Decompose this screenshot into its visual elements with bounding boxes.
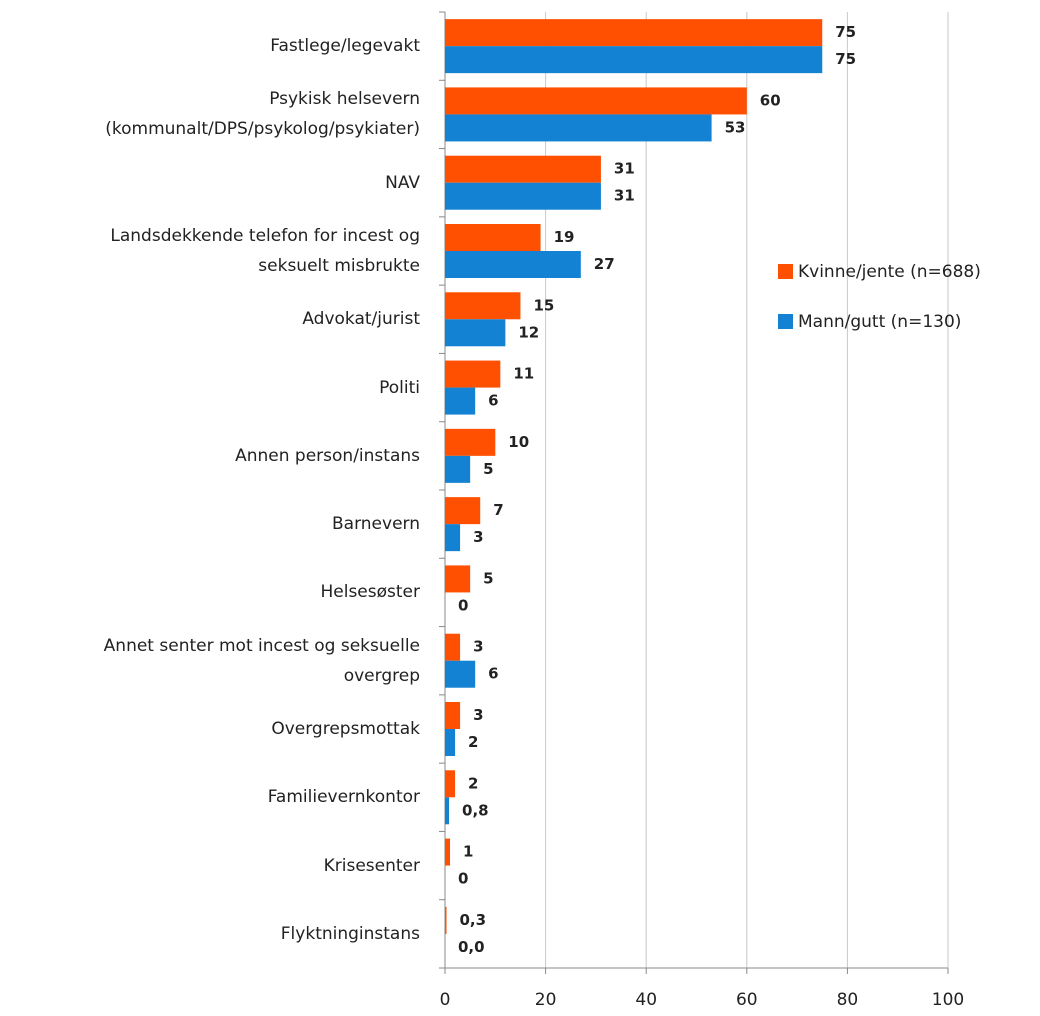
bar — [445, 292, 521, 320]
value-label: 0,0 — [458, 938, 485, 956]
value-label: 5 — [483, 460, 493, 478]
category-label: Advokat/jurist — [302, 309, 420, 330]
category-label: Landsdekkende telefon for incest og seks… — [110, 226, 420, 276]
bar — [445, 114, 712, 142]
value-label: 0,3 — [460, 911, 487, 929]
legend-label: Kvinne/jente (n=688) — [798, 262, 981, 282]
legend-swatch — [778, 264, 793, 279]
x-tick-label: 80 — [837, 990, 859, 1010]
bar — [445, 251, 581, 278]
value-label: 2 — [468, 774, 478, 792]
value-label: 11 — [513, 365, 534, 383]
x-tick-label: 20 — [535, 990, 557, 1010]
value-label: 6 — [488, 392, 498, 410]
value-label: 1 — [463, 843, 473, 861]
value-label: 27 — [594, 255, 615, 273]
bar — [445, 182, 601, 210]
value-label: 3 — [473, 706, 483, 724]
category-label: Helsesøster — [320, 582, 420, 603]
value-label: 0 — [458, 870, 468, 888]
value-label: 0 — [458, 596, 468, 614]
value-label: 3 — [473, 528, 483, 546]
bar — [445, 702, 461, 729]
value-label: 31 — [614, 187, 635, 205]
legend-swatch — [778, 314, 793, 329]
value-label: 60 — [760, 91, 781, 109]
category-label: NAV — [385, 172, 420, 193]
value-label: 3 — [473, 638, 483, 656]
bar — [445, 797, 450, 825]
category-label: Overgrepsmottak — [271, 719, 420, 739]
bar — [445, 497, 481, 525]
category-label: Flyktninginstans — [280, 923, 420, 944]
bar — [445, 770, 456, 798]
bar — [445, 633, 461, 661]
bar — [445, 660, 476, 688]
x-tick-label: 40 — [635, 990, 657, 1010]
legend-label: Mann/gutt (n=130) — [798, 312, 961, 332]
category-label: Annet senter mot incest og seksuelle ove… — [103, 635, 420, 686]
bar — [445, 387, 476, 415]
bar — [445, 19, 823, 47]
bar — [445, 224, 541, 251]
value-label: 6 — [488, 665, 498, 683]
category-label: Fastlege/legevakt — [270, 36, 420, 57]
category-label: Barnevern — [332, 514, 420, 535]
bar — [445, 838, 451, 866]
bar — [445, 87, 747, 115]
value-label: 75 — [835, 23, 856, 41]
category-label: Politi — [379, 377, 420, 398]
category-label: Krisesenter — [323, 855, 420, 876]
value-label: 5 — [483, 569, 493, 587]
bar — [445, 729, 456, 756]
bar — [445, 46, 823, 74]
value-label: 7 — [493, 501, 503, 519]
value-label: 53 — [725, 118, 746, 136]
value-label: 2 — [468, 733, 478, 751]
value-label: 75 — [835, 50, 856, 68]
category-label: Familievernkontor — [267, 787, 420, 808]
value-label: 10 — [508, 433, 529, 451]
bar — [445, 428, 496, 456]
bar — [445, 524, 461, 552]
bar — [445, 155, 601, 183]
category-label: Annen person/instans — [235, 445, 420, 466]
value-label: 12 — [518, 323, 539, 341]
bar — [445, 319, 506, 347]
value-label: 19 — [554, 228, 575, 246]
value-label: 0,8 — [462, 801, 489, 819]
bar — [445, 360, 501, 388]
x-tick-label: 100 — [932, 990, 964, 1010]
value-label: 15 — [533, 296, 554, 314]
bar — [445, 455, 471, 483]
value-label: 31 — [614, 160, 635, 178]
bar — [445, 565, 471, 593]
category-label: Psykisk helsevern (kommunalt/DPS/psykolo… — [105, 89, 420, 140]
bar — [445, 906, 447, 934]
x-tick-label: 60 — [736, 990, 758, 1010]
x-tick-label: 0 — [440, 990, 451, 1010]
